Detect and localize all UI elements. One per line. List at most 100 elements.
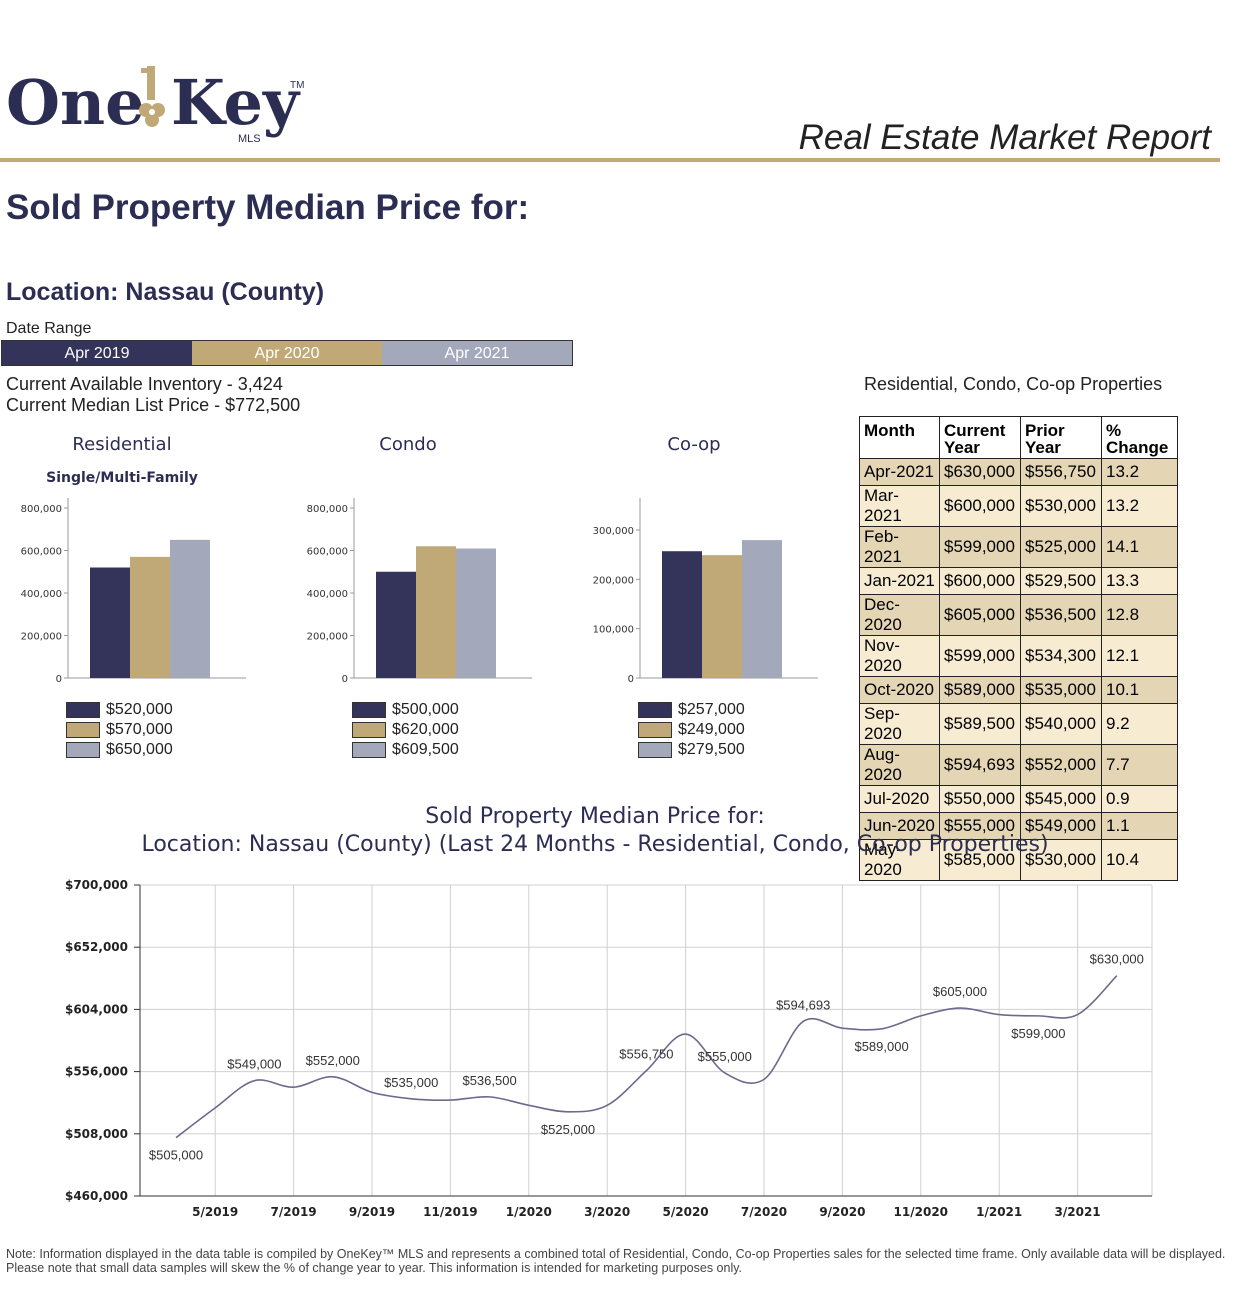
bar-2 — [702, 555, 742, 678]
cell-month: Dec-2020 — [859, 594, 940, 636]
legend-label: $620,000 — [392, 721, 459, 738]
date-range-item-2: Apr 2020 — [192, 341, 382, 365]
cell-month: Oct-2020 — [859, 676, 940, 704]
table-caption: Residential, Condo, Co-op Properties — [864, 374, 1163, 394]
coop-bar-chart: Co-op 0 100,000 200,000 300,000 $257,000 $2… — [572, 430, 852, 770]
legend-swatch-gray — [66, 742, 100, 758]
data-label: $555,000 — [698, 1049, 752, 1064]
legend-item: $620,000 — [352, 720, 459, 740]
cell-current-year: $600,000 — [939, 485, 1021, 527]
x-tick-label: 11/2019 — [423, 1205, 477, 1219]
data-label: $525,000 — [541, 1122, 595, 1137]
bar-2 — [130, 556, 170, 678]
monthly-price-table: Month Current Year Prior Year % Change A… — [859, 416, 1178, 881]
table-row: Dec-2020 $605,000 $536,500 12.8 — [859, 594, 1178, 636]
cell-percent-change: 13.3 — [1101, 567, 1178, 595]
line-chart-subtitle: Location: Nassau (County) (Last 24 Month… — [141, 832, 1049, 857]
chart-subtitle: Single/Multi-Family — [46, 470, 198, 486]
cell-month: Apr-2021 — [859, 458, 940, 486]
col-prior-year: Prior Year — [1020, 416, 1102, 459]
y-tick-label: 300,000 — [593, 526, 634, 537]
cell-prior-year: $549,000 — [1020, 812, 1102, 840]
bar-3 — [456, 548, 496, 678]
data-label: $535,000 — [384, 1075, 438, 1090]
cell-current-year: $599,000 — [939, 526, 1021, 568]
bar-3 — [170, 539, 210, 678]
available-inventory: Current Available Inventory - 3,424 — [6, 374, 283, 394]
cell-percent-change: 12.8 — [1101, 594, 1178, 636]
line-chart-title: Sold Property Median Price for: — [425, 804, 765, 829]
cell-month: Feb-2021 — [859, 526, 940, 568]
legend-swatch-gold — [638, 722, 672, 738]
cell-current-year: $594,693 — [939, 744, 1021, 786]
legend-swatch-gray — [638, 742, 672, 758]
legend-swatch-navy — [66, 702, 100, 718]
table-body: Apr-2021 $630,000 $556,750 13.2 Mar-2021 $600… — [859, 458, 1178, 881]
x-tick-label: 7/2020 — [741, 1205, 787, 1219]
coop-bar-plot: 0 100,000 200,000 300,000 — [593, 498, 818, 685]
residential-bar-chart: Residential Single/Multi-Family 0 200,000… — [0, 430, 280, 770]
date-range-item-1: Apr 2019 — [2, 341, 192, 365]
table-row: Jan-2021 $600,000 $529,500 13.3 — [859, 567, 1178, 595]
x-tick-label: 11/2020 — [894, 1205, 948, 1219]
cell-month: Jan-2021 — [859, 567, 940, 595]
cell-current-year: $555,000 — [939, 812, 1021, 840]
y-tick-label: 0 — [628, 674, 634, 685]
cell-current-year: $550,000 — [939, 785, 1021, 813]
table-row: Jul-2020 $550,000 $545,000 0.9 — [859, 785, 1178, 813]
median-price-line-chart: $460,000 $508,000 $556,000 $604,000 $652,000… — [65, 878, 1153, 1219]
cell-prior-year: $545,000 — [1020, 785, 1102, 813]
residential-bar-plot: 0 200,000 400,000 600,000 800,000 — [21, 498, 246, 685]
cell-prior-year: $534,300 — [1020, 635, 1102, 677]
table-row: Sep-2020 $589,500 $540,000 9.2 — [859, 703, 1178, 745]
legend-item: $520,000 — [66, 700, 173, 720]
cell-prior-year: $540,000 — [1020, 703, 1102, 745]
x-tick-label: 5/2019 — [192, 1205, 238, 1219]
cell-month: Mar-2021 — [859, 485, 940, 527]
y-tick-label: 200,000 — [307, 632, 348, 643]
cell-percent-change: 13.2 — [1101, 485, 1178, 527]
cell-prior-year: $530,000 — [1020, 485, 1102, 527]
x-tick-label: 7/2019 — [271, 1205, 317, 1219]
legend-label: $650,000 — [106, 741, 173, 758]
cell-prior-year: $535,000 — [1020, 676, 1102, 704]
table-row: Jun-2020 $555,000 $549,000 1.1 — [859, 812, 1178, 840]
legend-swatch-gold — [352, 722, 386, 738]
page-title: Sold Property Median Price for: — [6, 188, 530, 227]
data-label: $594,693 — [776, 997, 830, 1012]
y-tick-label: 600,000 — [21, 547, 62, 558]
table-header-row: Month Current Year Prior Year % Change — [859, 416, 1178, 459]
y-tick-label: 800,000 — [21, 504, 62, 515]
legend-item: $257,000 — [638, 700, 745, 720]
cell-current-year: $585,000 — [939, 839, 1021, 881]
cell-prior-year: $525,000 — [1020, 526, 1102, 568]
cell-percent-change: 1.1 — [1101, 812, 1178, 840]
x-tick-label: 5/2020 — [663, 1205, 709, 1219]
legend-label: $257,000 — [678, 701, 745, 718]
y-tick-label: 800,000 — [307, 504, 348, 515]
cell-prior-year: $556,750 — [1020, 458, 1102, 486]
data-label: $630,000 — [1090, 952, 1144, 967]
cell-percent-change: 9.2 — [1101, 703, 1178, 745]
onekey-mls-logo: One Key TM MLS — [6, 66, 304, 145]
y-tick-label: 0 — [56, 674, 62, 685]
cell-percent-change: 13.2 — [1101, 458, 1178, 486]
chart-title: Residential — [72, 434, 172, 455]
cell-current-year: $630,000 — [939, 458, 1021, 486]
table-row: Apr-2021 $630,000 $556,750 13.2 — [859, 458, 1178, 486]
legend-item: $500,000 — [352, 700, 459, 720]
cell-current-year: $600,000 — [939, 567, 1021, 595]
cell-prior-year: $536,500 — [1020, 594, 1102, 636]
cell-current-year: $599,000 — [939, 635, 1021, 677]
bar-1 — [90, 567, 130, 678]
x-tick-label: 9/2020 — [819, 1205, 865, 1219]
legend-item: $650,000 — [66, 740, 173, 760]
y-tick-label: $460,000 — [65, 1189, 128, 1203]
x-tick-label: 9/2019 — [349, 1205, 395, 1219]
y-tick-label: 400,000 — [21, 589, 62, 600]
legend-swatch-gray — [352, 742, 386, 758]
data-label: $549,000 — [227, 1057, 281, 1072]
cell-month: Nov-2020 — [859, 635, 940, 677]
residential-legend: $520,000 $570,000 $650,000 — [66, 700, 173, 760]
date-range-label: Date Range — [6, 320, 92, 337]
